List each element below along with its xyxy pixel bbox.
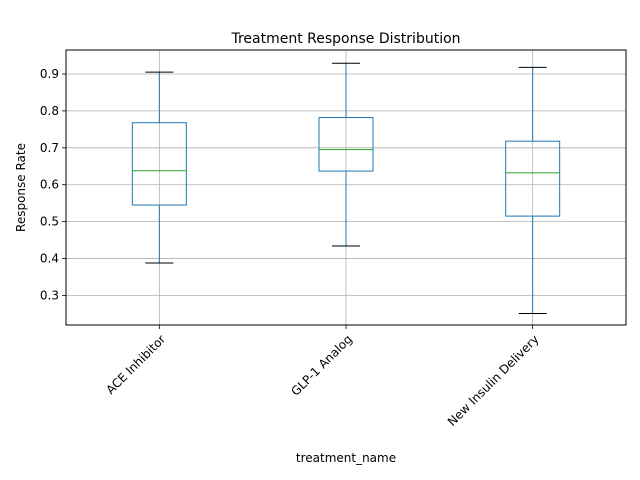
y-axis-title: Response Rate: [14, 143, 28, 232]
y-tick-label: 0.7: [40, 141, 59, 155]
y-tick-label: 0.5: [40, 215, 59, 229]
iqr-box: [318, 117, 374, 172]
iqr-box: [131, 122, 187, 206]
chart-title: Treatment Response Distribution: [230, 31, 460, 47]
y-tick-label: 0.4: [40, 252, 59, 266]
box-2: [318, 62, 374, 247]
box-1: [131, 71, 187, 264]
y-tick-label: 0.6: [40, 178, 59, 192]
box-3: [505, 66, 561, 315]
y-axis: 0.3 0.4 0.5 0.6 0.7 0.8 0.9: [40, 67, 66, 302]
iqr-box: [505, 140, 561, 217]
x-tick-label: ACE Inhibitor: [103, 332, 168, 397]
x-axis: ACE Inhibitor GLP-1 Analog New Insulin Del…: [103, 325, 542, 429]
y-tick-label: 0.9: [40, 67, 59, 81]
x-axis-title: treatment_name: [296, 451, 396, 465]
x-tick-label: New Insulin Delivery: [445, 332, 542, 429]
y-tick-label: 0.3: [40, 288, 59, 302]
y-tick-label: 0.8: [40, 104, 59, 118]
boxes-layer: [131, 62, 561, 315]
x-tick-label: GLP-1 Analog: [288, 332, 355, 399]
